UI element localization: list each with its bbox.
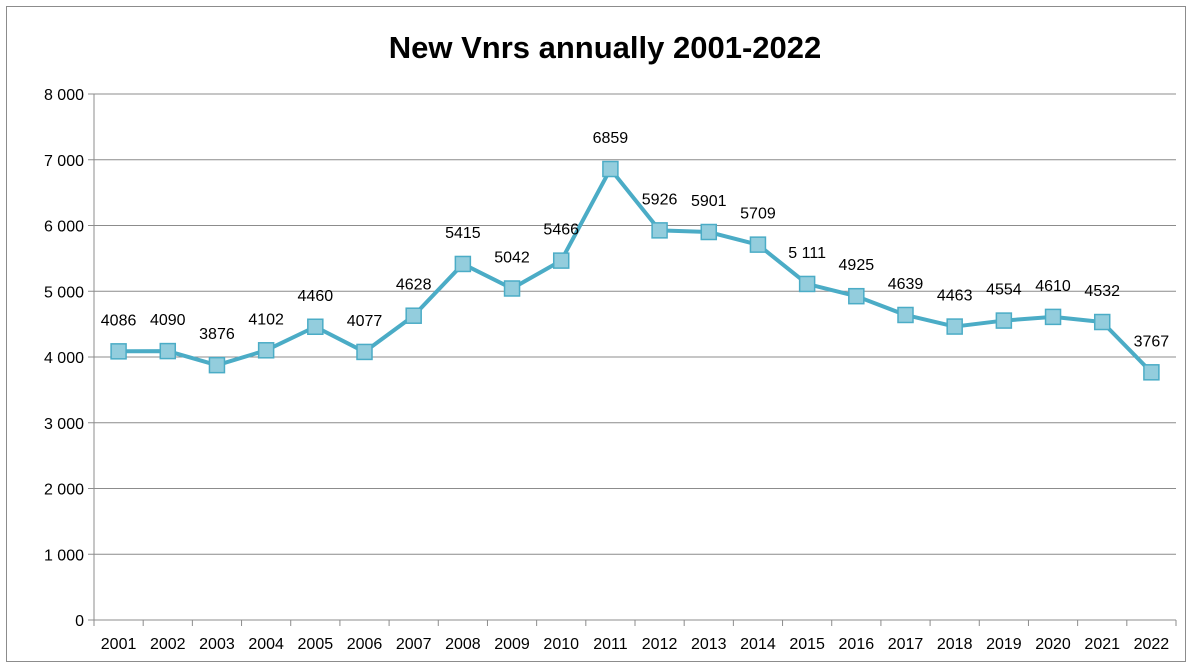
data-label: 4639 [888, 276, 924, 293]
x-tick-label: 2017 [888, 636, 924, 653]
data-point-marker [159, 342, 177, 360]
x-tick-label: 2018 [937, 636, 973, 653]
data-label: 3767 [1134, 333, 1170, 350]
x-tick-label: 2009 [494, 636, 530, 653]
y-tick-label: 0 [75, 613, 84, 630]
data-label: 4460 [298, 288, 334, 305]
data-label: 5709 [740, 206, 776, 223]
data-label: 5466 [543, 222, 579, 239]
y-axis-tick-labels: 0 1 000 2 000 3 000 4 000 5 000 6 000 7 000 8 00… [44, 87, 84, 630]
data-label: 4628 [396, 277, 432, 294]
x-tick-label: 2011 [593, 636, 628, 653]
data-label: 5901 [691, 193, 727, 210]
data-label: 4532 [1084, 283, 1120, 300]
data-label: 4610 [1035, 278, 1071, 295]
series-line-path [116, 167, 1154, 375]
data-point-marker [552, 252, 570, 269]
chart-frame [6, 6, 1186, 662]
chart-title: New Vnrs annually 2001-2022 [389, 30, 822, 65]
x-tick-label: 2022 [1134, 636, 1170, 653]
data-label: 4925 [839, 257, 875, 274]
gridlines [94, 93, 1176, 555]
data-point-marker [798, 275, 816, 293]
y-tick-label: 7 000 [44, 153, 84, 170]
data-point-marker [946, 318, 963, 335]
data-point-marker [1044, 308, 1062, 326]
x-tick-label: 2019 [986, 636, 1022, 653]
series-line [116, 167, 1154, 375]
data-point-marker [503, 280, 521, 297]
data-label: 5042 [494, 249, 530, 266]
x-tick-label: 2007 [396, 636, 432, 653]
y-tick-label: 8 000 [44, 87, 84, 104]
data-label: 3876 [199, 326, 235, 343]
x-tick-label: 2015 [789, 636, 825, 653]
x-tick-label: 2006 [347, 636, 383, 653]
data-point-marker [405, 307, 422, 324]
data-label: 4077 [347, 313, 383, 330]
data-label: 4090 [150, 312, 186, 329]
x-tick-label: 2008 [445, 636, 481, 653]
y-tick-label: 2 000 [44, 482, 84, 499]
x-tick-label: 2002 [150, 636, 186, 653]
x-tick-label: 2004 [248, 636, 284, 653]
data-label: 4102 [248, 311, 284, 328]
data-point-marker [356, 343, 373, 361]
y-tick-label: 5 000 [44, 284, 84, 301]
data-point-marker [651, 222, 668, 239]
x-tick-label: 2020 [1035, 636, 1071, 653]
data-point-marker [897, 306, 914, 324]
x-tick-label: 2016 [839, 636, 875, 653]
data-label: 4463 [937, 288, 973, 305]
data-point-marker [848, 287, 865, 305]
x-tick-label: 2003 [199, 636, 235, 653]
data-point-marker [454, 255, 472, 273]
data-point-marker [1143, 364, 1160, 381]
y-tick-label: 3 000 [44, 416, 84, 433]
data-point-marker [307, 318, 324, 336]
data-point-marker [208, 356, 226, 374]
series-markers [110, 160, 1160, 381]
y-tick-label: 4 000 [44, 350, 84, 367]
data-point-marker [749, 236, 767, 253]
y-tick-label: 6 000 [44, 219, 84, 236]
data-point-marker [110, 343, 127, 360]
data-point-marker [995, 312, 1013, 329]
data-point-marker [257, 342, 275, 359]
data-label: 6859 [593, 130, 629, 147]
axes [88, 93, 1177, 626]
x-tick-label: 2013 [691, 636, 727, 653]
data-label: 4086 [101, 312, 137, 329]
data-label: 5 111 [788, 245, 826, 262]
data-point-marker [1093, 313, 1111, 331]
x-tick-label: 2014 [740, 636, 776, 653]
x-tick-label: 2010 [543, 636, 579, 653]
data-label: 5415 [445, 225, 481, 242]
x-axis-tick-labels: 2001 2002 2003 2004 2005 2006 2007 2008 2009 2010… [101, 636, 1170, 653]
data-point-marker [602, 160, 619, 178]
x-tick-label: 2001 [101, 636, 137, 653]
data-label: 5926 [642, 191, 678, 208]
x-tick-label: 2005 [298, 636, 334, 653]
data-labels: 4086 4090 3876 4102 4460 4077 4628 5415 5042 5466… [101, 130, 1170, 350]
x-tick-label: 2021 [1084, 636, 1120, 653]
data-point-marker [700, 223, 718, 241]
data-label: 4554 [986, 282, 1022, 299]
y-tick-label: 1 000 [44, 547, 84, 564]
x-tick-label: 2012 [642, 636, 678, 653]
